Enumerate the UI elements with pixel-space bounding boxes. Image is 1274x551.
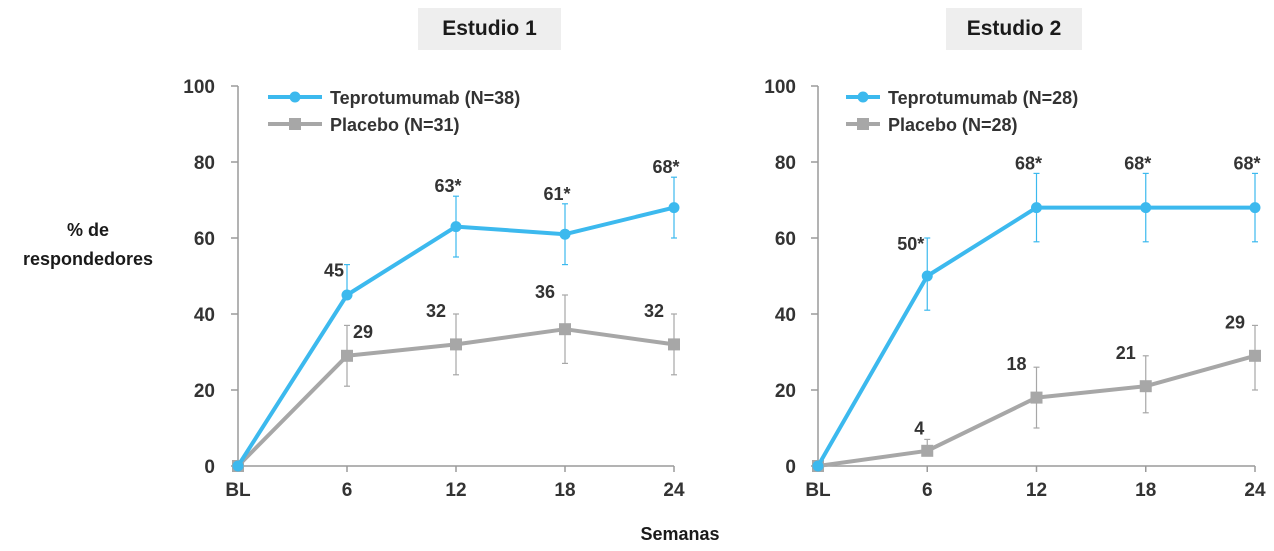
data-label: 45 <box>324 261 344 281</box>
y-tick-label: 20 <box>194 381 215 402</box>
data-point <box>1030 391 1043 404</box>
data-label: 68* <box>652 157 679 177</box>
data-point <box>232 460 244 472</box>
y-tick-label: 0 <box>204 457 215 478</box>
legend-entry-placebo: Placebo (N=31) <box>268 115 460 135</box>
data-label: 32 <box>644 301 664 321</box>
x-tick-label: 24 <box>663 480 685 501</box>
y-axis-label: % de respondedores <box>0 216 176 274</box>
legend-label: Placebo (N=28) <box>888 115 1018 135</box>
data-point <box>341 349 353 362</box>
data-label: 68* <box>1015 153 1042 173</box>
x-tick-label: 18 <box>1135 480 1156 501</box>
data-point <box>1031 202 1042 214</box>
legend-label: Teprotumumab (N=38) <box>330 88 520 108</box>
data-point <box>559 323 571 336</box>
chart-title-estudio-2: Estudio 2 <box>946 8 1082 50</box>
legend-entry-placebo: Placebo (N=28) <box>846 115 1018 135</box>
series-placebo: 29 32 36 32 <box>232 282 680 472</box>
data-point <box>1140 202 1152 214</box>
data-label: 36 <box>535 282 555 302</box>
data-label: 68* <box>1124 153 1151 173</box>
y-tick-label: 80 <box>194 153 215 174</box>
legend-marker <box>857 118 869 130</box>
data-point <box>341 289 353 301</box>
series-teprotumumab: 45 63* 61* 68* <box>232 157 680 472</box>
legend-marker <box>289 91 301 103</box>
data-point <box>1139 380 1152 393</box>
data-label: 63* <box>434 176 461 196</box>
chart-title-estudio-1: Estudio 1 <box>418 8 561 50</box>
chart-1: 0 20 40 60 80 100 BL 6 12 18 24 29 32 36 32 45 63* 61* 68*… <box>183 77 685 501</box>
data-label: 29 <box>353 322 373 342</box>
data-point <box>921 270 933 282</box>
y-tick-label: 100 <box>183 77 215 98</box>
y-tick-label: 100 <box>764 77 796 98</box>
x-tick-label: BL <box>805 480 831 501</box>
y-tick-label: 60 <box>775 229 796 250</box>
data-point <box>921 444 934 457</box>
series-teprotumumab: 50* 68* 68* 68* <box>812 153 1261 472</box>
data-point <box>812 460 824 472</box>
legend-entry-teprotumumab: Teprotumumab (N=38) <box>268 88 520 108</box>
y-tick-label: 20 <box>775 381 796 402</box>
legend-label: Teprotumumab (N=28) <box>888 88 1078 108</box>
y-tick-label: 60 <box>194 229 215 250</box>
data-point <box>450 338 462 351</box>
y-axis-label-line-1: % de <box>66 220 109 240</box>
y-tick-label: 80 <box>775 153 796 174</box>
x-tick-label: 18 <box>554 480 575 501</box>
x-tick-label: 12 <box>445 480 466 501</box>
data-label: 4 <box>914 418 924 438</box>
x-tick-label: 6 <box>922 480 933 501</box>
legend-marker <box>289 118 301 130</box>
x-tick-label: 12 <box>1026 480 1047 501</box>
data-point <box>450 221 462 233</box>
data-point <box>668 202 680 214</box>
y-axis-label-line-2: respondedores <box>22 249 154 269</box>
legend-entry-teprotumumab: Teprotumumab (N=28) <box>846 88 1078 108</box>
data-point <box>1249 349 1261 362</box>
x-tick-label: BL <box>225 480 251 501</box>
x-tick-label: 6 <box>342 480 353 501</box>
chart-2: 0 20 40 60 80 100 BL 6 12 18 24 4 18 21 29 50* 68* 68* 68*… <box>764 77 1266 501</box>
x-axis-label: Semanas <box>640 524 720 544</box>
data-label: 32 <box>426 301 446 321</box>
y-tick-label: 40 <box>194 305 215 326</box>
data-label: 18 <box>1006 354 1026 374</box>
y-tick-label: 40 <box>775 305 796 326</box>
data-label: 61* <box>543 184 570 204</box>
legend-marker <box>857 91 869 103</box>
data-point <box>1249 202 1261 214</box>
data-label: 50* <box>897 234 924 254</box>
data-label: 29 <box>1225 312 1245 332</box>
data-label: 68* <box>1233 153 1260 173</box>
data-label: 21 <box>1116 343 1136 363</box>
data-point <box>559 228 571 240</box>
y-tick-label: 0 <box>785 457 796 478</box>
x-tick-label: 24 <box>1244 480 1266 501</box>
data-point <box>668 338 680 351</box>
legend-label: Placebo (N=31) <box>330 115 460 135</box>
series-placebo: 4 18 21 29 <box>812 312 1261 472</box>
